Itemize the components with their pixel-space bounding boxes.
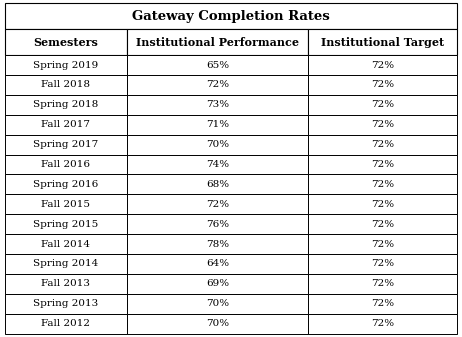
Bar	[127, 254, 308, 274]
Text: 70%: 70%	[206, 319, 229, 328]
Bar	[308, 115, 457, 135]
Text: 72%: 72%	[206, 81, 229, 89]
Bar	[127, 175, 308, 194]
Text: 70%: 70%	[206, 299, 229, 308]
Text: 72%: 72%	[371, 140, 394, 149]
Text: Fall 2012: Fall 2012	[41, 319, 90, 328]
Bar	[5, 294, 127, 314]
Bar	[5, 314, 127, 334]
Bar	[127, 214, 308, 234]
Text: 72%: 72%	[371, 200, 394, 209]
Text: 71%: 71%	[206, 120, 229, 129]
Text: 68%: 68%	[206, 180, 229, 189]
Text: Spring 2018: Spring 2018	[33, 100, 98, 109]
Text: 72%: 72%	[206, 200, 229, 209]
Text: 72%: 72%	[371, 120, 394, 129]
Text: Fall 2015: Fall 2015	[41, 200, 90, 209]
Text: Institutional Performance: Institutional Performance	[136, 37, 299, 48]
Bar	[127, 115, 308, 135]
Text: 76%: 76%	[206, 220, 229, 229]
Bar	[308, 254, 457, 274]
Bar	[308, 214, 457, 234]
Text: Fall 2018: Fall 2018	[41, 81, 90, 89]
Bar	[308, 274, 457, 294]
Bar	[127, 135, 308, 155]
Text: 74%: 74%	[206, 160, 229, 169]
Text: Spring 2016: Spring 2016	[33, 180, 98, 189]
Bar	[5, 175, 127, 194]
Text: 72%: 72%	[371, 279, 394, 288]
Text: 72%: 72%	[371, 240, 394, 249]
Bar	[308, 135, 457, 155]
Bar	[5, 55, 127, 75]
Text: 72%: 72%	[371, 160, 394, 169]
Text: Fall 2013: Fall 2013	[41, 279, 90, 288]
Bar	[127, 95, 308, 115]
Bar	[308, 29, 457, 55]
Text: Fall 2017: Fall 2017	[41, 120, 90, 129]
Text: 69%: 69%	[206, 279, 229, 288]
Bar	[5, 3, 457, 29]
Text: Spring 2013: Spring 2013	[33, 299, 98, 308]
Text: 73%: 73%	[206, 100, 229, 109]
Bar	[127, 314, 308, 334]
Bar	[5, 135, 127, 155]
Bar	[5, 95, 127, 115]
Bar	[5, 194, 127, 214]
Bar	[5, 274, 127, 294]
Bar	[127, 194, 308, 214]
Text: Fall 2016: Fall 2016	[41, 160, 90, 169]
Bar	[5, 29, 127, 55]
Text: 78%: 78%	[206, 240, 229, 249]
Bar	[5, 155, 127, 175]
Bar	[5, 75, 127, 95]
Text: 64%: 64%	[206, 259, 229, 269]
Bar	[308, 155, 457, 175]
Text: 72%: 72%	[371, 220, 394, 229]
Bar	[127, 294, 308, 314]
Text: 70%: 70%	[206, 140, 229, 149]
Text: 72%: 72%	[371, 100, 394, 109]
Bar	[127, 274, 308, 294]
Text: 72%: 72%	[371, 319, 394, 328]
Bar	[308, 55, 457, 75]
Bar	[308, 75, 457, 95]
Bar	[5, 115, 127, 135]
Bar	[5, 214, 127, 234]
Bar	[5, 254, 127, 274]
Bar	[308, 314, 457, 334]
Bar	[5, 234, 127, 254]
Text: Spring 2019: Spring 2019	[33, 61, 98, 69]
Text: Spring 2015: Spring 2015	[33, 220, 98, 229]
Bar	[308, 234, 457, 254]
Text: 65%: 65%	[206, 61, 229, 69]
Text: Fall 2014: Fall 2014	[41, 240, 90, 249]
Text: Institutional Target: Institutional Target	[321, 37, 444, 48]
Text: 72%: 72%	[371, 81, 394, 89]
Bar	[308, 194, 457, 214]
Bar	[308, 175, 457, 194]
Text: Spring 2014: Spring 2014	[33, 259, 98, 269]
Bar	[127, 234, 308, 254]
Text: 72%: 72%	[371, 61, 394, 69]
Text: Gateway Completion Rates: Gateway Completion Rates	[132, 10, 330, 23]
Bar	[308, 95, 457, 115]
Text: 72%: 72%	[371, 180, 394, 189]
Bar	[127, 29, 308, 55]
Bar	[127, 155, 308, 175]
Text: 72%: 72%	[371, 299, 394, 308]
Bar	[308, 294, 457, 314]
Bar	[127, 55, 308, 75]
Text: 72%: 72%	[371, 259, 394, 269]
Text: Spring 2017: Spring 2017	[33, 140, 98, 149]
Bar	[127, 75, 308, 95]
Text: Semesters: Semesters	[33, 37, 98, 48]
